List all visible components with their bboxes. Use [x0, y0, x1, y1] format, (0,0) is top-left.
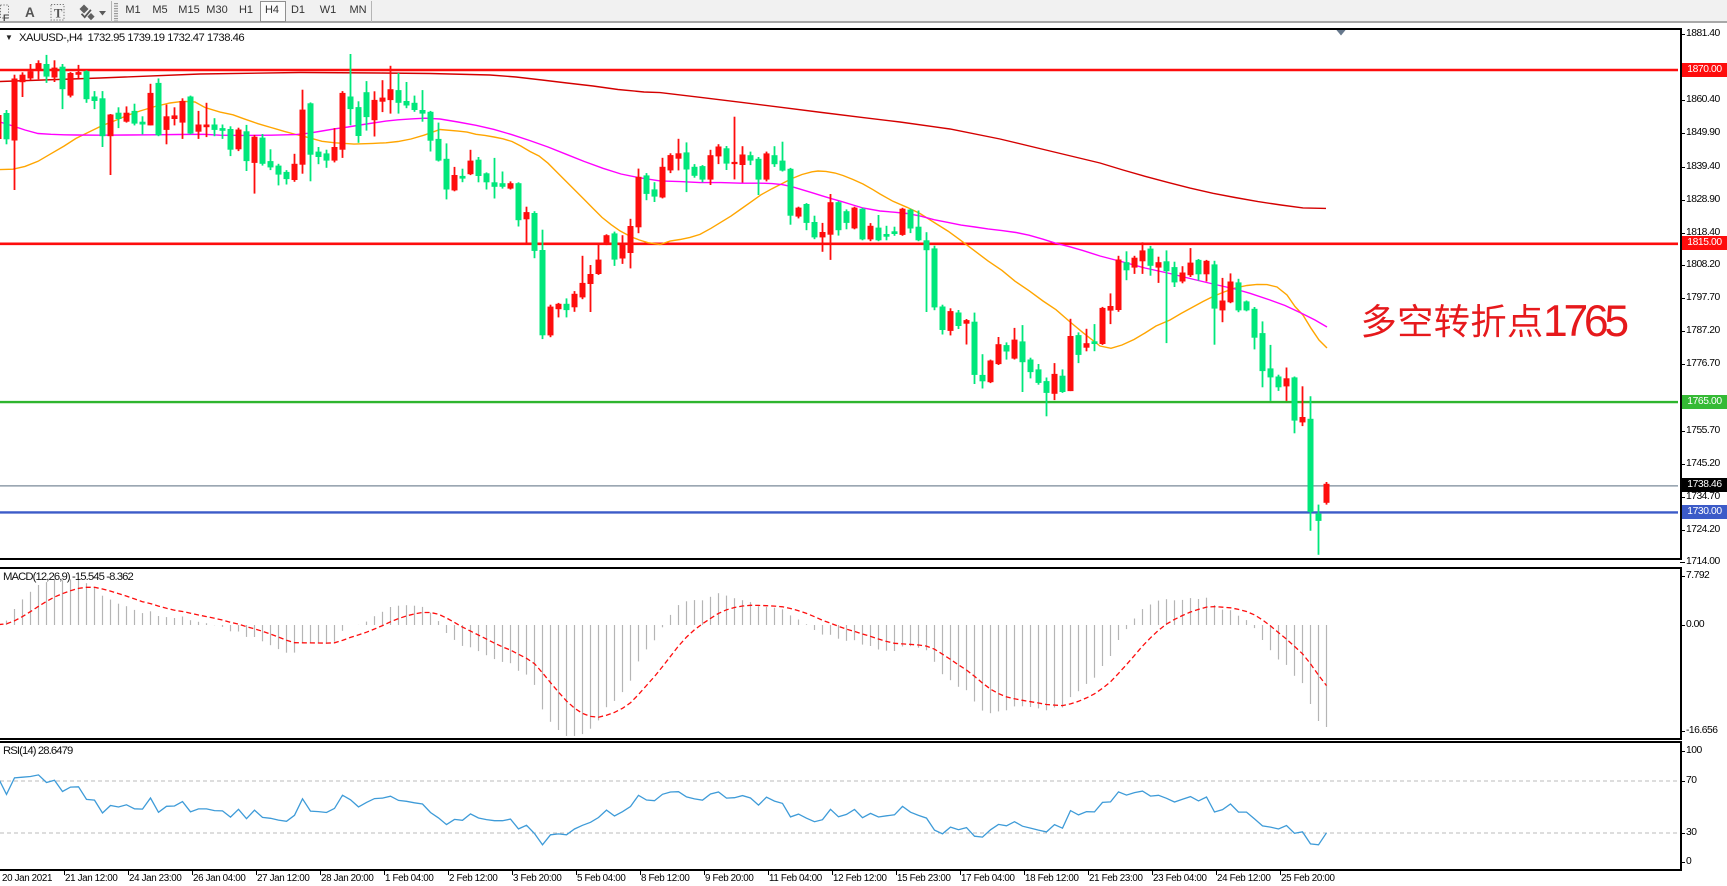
svg-text:T: T	[54, 7, 63, 21]
svg-text:1765: 1765	[1543, 297, 1627, 346]
svg-text:A: A	[25, 5, 35, 20]
svg-text:F: F	[3, 13, 9, 23]
